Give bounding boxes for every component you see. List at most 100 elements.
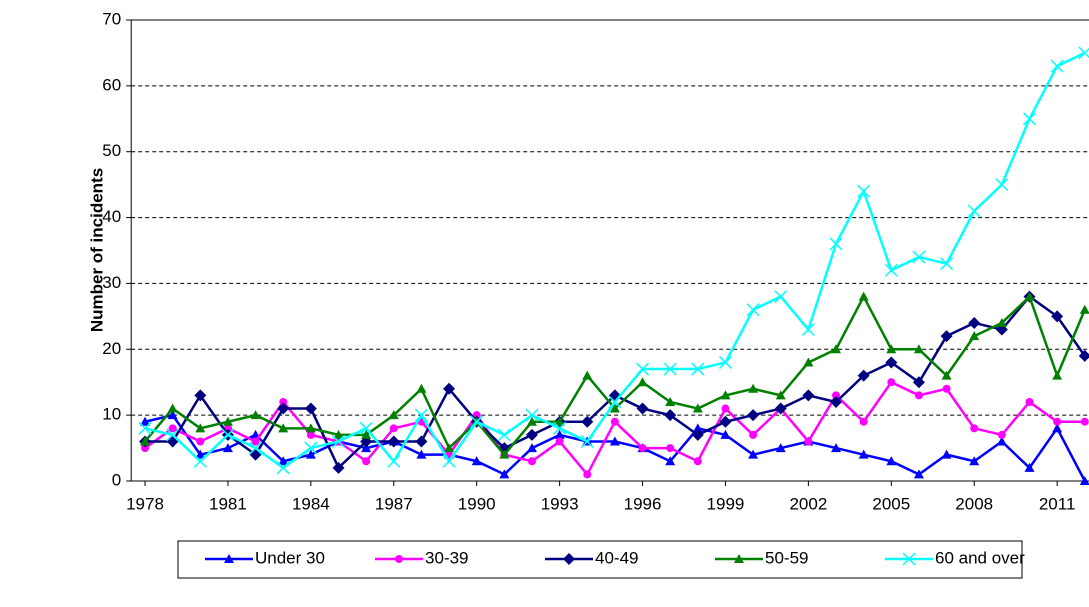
y-tick-label: 60 (102, 75, 121, 94)
point (414, 408, 428, 422)
legend-marker (395, 555, 403, 563)
point (665, 456, 676, 466)
point (912, 376, 925, 389)
point (415, 435, 428, 448)
point (969, 456, 980, 466)
point (858, 449, 869, 459)
point (608, 395, 622, 409)
point (997, 430, 1006, 439)
point (886, 344, 897, 354)
point (222, 416, 233, 426)
point (666, 444, 675, 453)
point (1079, 476, 1089, 485)
point (278, 423, 289, 433)
legend-marker (734, 554, 744, 563)
point (886, 456, 897, 466)
point (443, 382, 456, 395)
x-tick-label: 2008 (955, 494, 993, 513)
point (140, 436, 151, 446)
point (195, 423, 206, 433)
point (941, 370, 952, 380)
point (967, 204, 981, 218)
x-tick-label: 2002 (789, 494, 827, 513)
point (471, 456, 482, 466)
point (555, 437, 564, 446)
point (305, 449, 316, 459)
legend-label: 40-49 (595, 548, 638, 567)
point (637, 377, 648, 387)
point (691, 362, 705, 376)
point (444, 443, 455, 453)
point (775, 443, 786, 453)
point (913, 344, 924, 354)
point (691, 428, 704, 441)
point (1025, 397, 1034, 406)
point (332, 461, 345, 474)
point (995, 178, 1009, 192)
point (665, 396, 676, 406)
point (693, 457, 702, 466)
legend-label: Under 30 (255, 548, 325, 567)
point (775, 390, 786, 400)
point (195, 449, 206, 459)
x-tick-label: 1981 (209, 494, 247, 513)
y-tick-label: 0 (112, 470, 121, 489)
point (969, 331, 980, 341)
point (1078, 349, 1089, 362)
legend-marker (563, 553, 575, 565)
point (638, 444, 647, 453)
point (609, 436, 620, 446)
point (305, 423, 316, 433)
point (801, 322, 815, 337)
point (580, 434, 594, 449)
point (831, 344, 842, 354)
point (527, 457, 536, 466)
point (774, 402, 787, 415)
x-tick-label: 1990 (458, 494, 496, 513)
point (196, 437, 205, 446)
legend-marker (224, 554, 234, 563)
point (470, 415, 484, 429)
point (194, 389, 207, 402)
point (387, 454, 401, 468)
point (416, 383, 427, 393)
point (526, 416, 537, 426)
point (802, 389, 815, 402)
point (1052, 370, 1063, 380)
point (1079, 304, 1089, 314)
point (857, 369, 870, 382)
x-tick-label: 2005 (872, 494, 910, 513)
point (306, 430, 315, 439)
point (249, 441, 263, 455)
point (250, 410, 261, 420)
y-tick-label: 20 (102, 339, 121, 358)
point (389, 424, 398, 433)
point (140, 416, 151, 426)
point (554, 429, 565, 439)
point (859, 417, 868, 426)
point (692, 403, 703, 413)
point (138, 421, 152, 435)
point (304, 402, 317, 415)
point (582, 370, 593, 380)
point (1053, 417, 1062, 426)
point (718, 355, 732, 369)
point (278, 456, 289, 466)
x-tick-label: 1996 (624, 494, 662, 513)
point (1024, 291, 1035, 301)
point (664, 409, 677, 422)
point (387, 435, 400, 448)
point (748, 383, 759, 393)
point (914, 391, 923, 400)
point (222, 443, 233, 453)
point (858, 291, 869, 301)
point (942, 384, 951, 393)
point (912, 250, 926, 264)
x-tick-label: 1993 (541, 494, 579, 513)
point (333, 429, 344, 439)
legend-label: 60 and over (935, 548, 1025, 567)
point (166, 428, 180, 442)
point (276, 461, 290, 475)
x-tick-label: 1984 (292, 494, 330, 513)
point (940, 330, 953, 343)
